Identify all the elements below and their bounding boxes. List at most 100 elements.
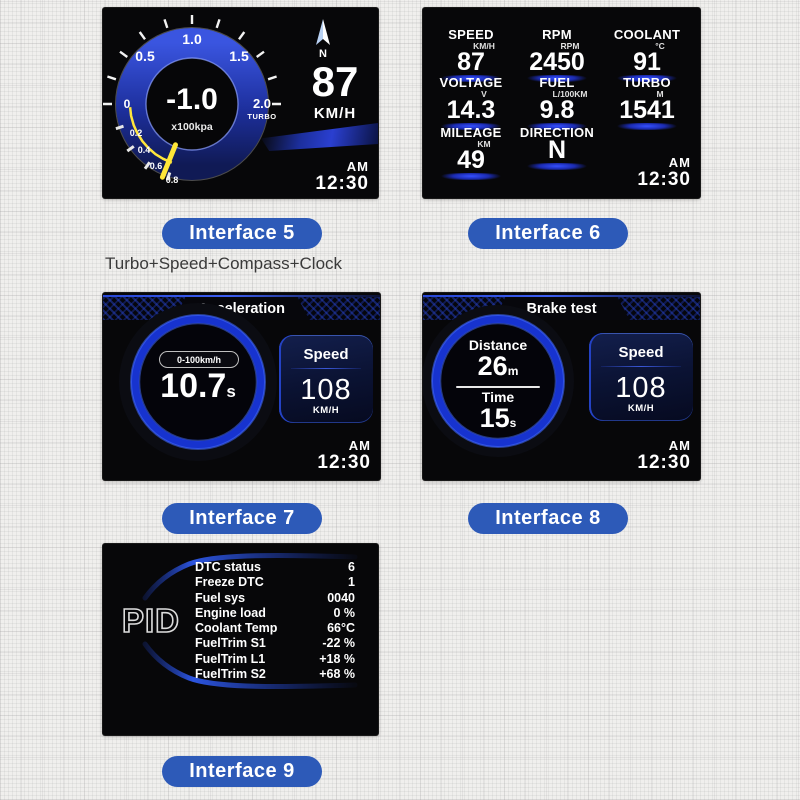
- metric-value: 91: [633, 48, 661, 76]
- panel-label: Speed: [618, 344, 664, 361]
- pid-row: FuelTrim S2 +68 %: [195, 667, 355, 682]
- metric-cell: RPM RPM 2450: [515, 28, 599, 82]
- blue-swoosh: [517, 163, 597, 170]
- compass-arrow-icon: [316, 19, 330, 45]
- time: 12:30: [637, 169, 691, 191]
- interface-5-button[interactable]: Interface 5: [162, 218, 322, 249]
- panel-label: Speed: [303, 346, 349, 363]
- boost-value: -1.0: [166, 83, 218, 116]
- gauge-negative-ticks: [115, 124, 172, 181]
- speed-value: 87: [311, 58, 359, 105]
- panel-bracket: [142, 552, 358, 690]
- interface-8-button[interactable]: Interface 8: [468, 503, 628, 534]
- pid-name: Fuel sys: [195, 590, 246, 605]
- blue-swoosh: [431, 173, 511, 180]
- metric-unit: KM: [477, 139, 491, 149]
- pid-table: DTC status 6 Freeze DTC 1 Fuel sys 0040 …: [195, 560, 355, 682]
- pid-row: FuelTrim L1 +18 %: [195, 652, 355, 667]
- metric-cell: TURBO M 1541: [601, 76, 693, 130]
- hud-screen-interface-6: SPEED KM/H 87 RPM RPM 2450 COOLANT °C 91…: [423, 8, 700, 198]
- panel-value: 108: [300, 374, 352, 406]
- gauge-ring: [116, 28, 268, 180]
- pid-name: FuelTrim S2: [195, 667, 266, 682]
- panel-value: 108: [615, 372, 667, 404]
- panel-underline: [601, 366, 681, 367]
- meridiem: AM: [346, 159, 369, 175]
- distance-value: 26: [477, 351, 508, 381]
- metric-value: 2450: [529, 48, 585, 76]
- speed-unit: KM/H: [313, 105, 357, 122]
- gauge-tick-label: 0.5: [135, 48, 155, 64]
- blue-top-line: [103, 295, 380, 297]
- pid-name: Engine load: [195, 605, 266, 620]
- interface-6-button[interactable]: Interface 6: [468, 218, 628, 249]
- clock: AM 12:30: [317, 439, 371, 473]
- gauge-outer-edge: [115, 27, 269, 181]
- metric-name: RPM: [542, 27, 572, 42]
- pid-row: Fuel sys 0040: [195, 591, 355, 606]
- metric-value: N: [547, 136, 567, 164]
- blue-swoosh: [431, 75, 511, 82]
- pid-name: Coolant Temp: [195, 621, 278, 636]
- time-unit: s: [509, 416, 517, 430]
- blue-swoosh: [517, 123, 597, 130]
- clock: AM 12:30: [637, 439, 691, 473]
- metric-name: MILEAGE: [440, 125, 502, 140]
- interface-7-button[interactable]: Interface 7: [162, 503, 322, 534]
- time-value: 15: [479, 403, 510, 433]
- meridiem: AM: [668, 155, 691, 171]
- distance-unit: m: [507, 364, 519, 378]
- turbo-gauge: 0.5 1.0 1.5 2.0 TURBO 0 0.2 0.4 0.6 0.8 …: [103, 15, 281, 185]
- timer-ring: [119, 303, 277, 461]
- pid-name: DTC status: [195, 560, 261, 574]
- panel-unit: KM/H: [312, 405, 340, 416]
- pid-value: 0040: [327, 590, 355, 605]
- gauge-center: [147, 59, 237, 149]
- blue-top-line: [423, 295, 700, 297]
- metric-cell: COOLANT °C 91: [601, 28, 693, 82]
- gauge-neg-label: 0.6: [150, 161, 163, 171]
- feature-caption: Turbo+Speed+Compass+Clock: [105, 254, 343, 273]
- metric-cell: SPEED KM/H 87: [429, 28, 513, 82]
- clock: AM 12:30: [637, 156, 691, 190]
- distance-value-row: 26m: [438, 353, 558, 384]
- metric-name: TURBO: [623, 75, 671, 90]
- pid-name: Freeze DTC: [195, 575, 264, 590]
- metric-name: FUEL: [539, 75, 575, 90]
- pid-value: +18 %: [319, 651, 355, 666]
- pid-row: Freeze DTC 1: [195, 575, 355, 590]
- time: 12:30: [317, 452, 371, 474]
- pid-value: -22 %: [322, 636, 355, 651]
- blue-swoosh: [431, 123, 511, 130]
- time-value-row: 15s: [438, 405, 558, 436]
- pid-value: 1: [348, 575, 355, 590]
- pid-row: FuelTrim S1 -22 %: [195, 636, 355, 651]
- metric-value: 14.3: [446, 96, 496, 124]
- metric-value: 87: [457, 48, 485, 76]
- hud-screen-interface-8: Brake test Distance 26m Time 15s Speed 1…: [423, 293, 700, 480]
- gauge-neg-label: 0.8: [166, 175, 179, 185]
- interface-9-button[interactable]: Interface 9: [162, 756, 322, 787]
- acceleration-time-value: 10.7: [160, 367, 227, 405]
- metric-value: 49: [457, 146, 485, 174]
- metric-unit: °C: [655, 41, 665, 51]
- hud-screen-interface-9: PID DTC status 6 Freeze DTC 1 Fuel sys 0…: [103, 544, 378, 735]
- metric-unit: M: [656, 89, 664, 99]
- pid-name: FuelTrim S1: [195, 636, 266, 651]
- acceleration-time: 10.7s: [133, 367, 263, 411]
- pid-value: 66°C: [327, 621, 355, 636]
- divider: [456, 386, 540, 388]
- metric-cell: VOLTAGE V 14.3: [429, 76, 513, 130]
- metric-cell: DIRECTION N: [515, 126, 599, 170]
- metric-value: 9.8: [539, 96, 575, 124]
- pid-row: DTC status 6: [195, 560, 355, 575]
- blue-swoosh: [517, 75, 597, 82]
- speed-panel: Speed 108 KM/H: [589, 333, 693, 421]
- metric-name: COOLANT: [613, 27, 681, 42]
- pid-value: 6: [348, 560, 355, 574]
- gauge-neg-label: 0.4: [138, 145, 151, 155]
- metric-unit: RPM: [560, 41, 580, 51]
- range-badge: 0-100km/h: [159, 351, 239, 368]
- time: 12:30: [637, 452, 691, 474]
